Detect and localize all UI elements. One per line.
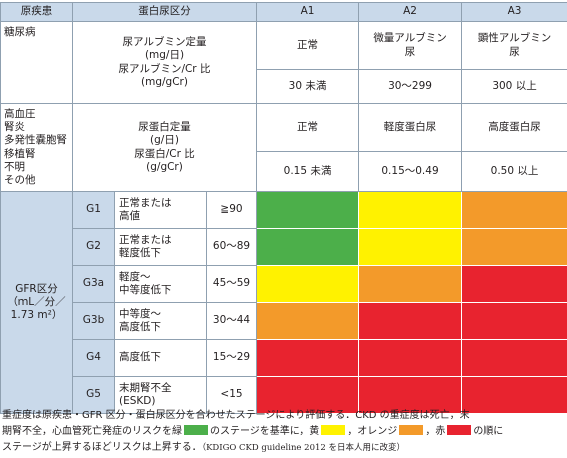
other-unit: 尿蛋白定量 (g/日) 尿蛋白/Cr 比 (g/gCr) bbox=[71, 103, 258, 192]
stage-row-g5: G5 末期腎不全 (ESKD) <15 bbox=[1, 376, 567, 414]
orange-swatch bbox=[399, 425, 424, 435]
stage-range: ≧90 bbox=[205, 191, 258, 229]
risk-cell-g2-a2 bbox=[358, 228, 463, 266]
stage-code: G1 bbox=[72, 191, 115, 229]
risk-cell-g5-a2 bbox=[358, 376, 463, 414]
risk-cell-g2-a3 bbox=[461, 228, 567, 266]
risk-cell-g1-a2 bbox=[358, 191, 463, 229]
risk-cell-g1-a1 bbox=[256, 191, 360, 229]
risk-cell-g3b-a2 bbox=[358, 302, 463, 340]
risk-cell-g3b-a3 bbox=[461, 302, 567, 340]
other-cat-a1: 正常 bbox=[256, 103, 360, 152]
stage-description: 正常または 軽度低下 bbox=[114, 228, 207, 266]
stage-code: G3b bbox=[72, 302, 115, 340]
stage-row-g2: G2 正常または 軽度低下 60〜89 bbox=[1, 228, 567, 266]
header-row: 原疾患 蛋白尿区分 A1 A2 A3 bbox=[0, 2, 567, 22]
risk-cell-g1-a3 bbox=[461, 191, 567, 229]
other-val-a3: 0.50 以上 bbox=[461, 151, 567, 192]
stage-row-g3b: G3b 中等度〜 高度低下 30〜44 bbox=[1, 302, 567, 340]
other-val-a1: 0.15 未満 bbox=[256, 151, 360, 192]
note-line-1: 重症度は原疾患・GFR 区分・蛋白尿区分を合わせたステージにより評価する．CKD… bbox=[2, 410, 470, 421]
risk-cell-g3a-a2 bbox=[358, 265, 463, 303]
stage-range: 45〜59 bbox=[205, 265, 258, 303]
diabetes-cat-a1: 正常 bbox=[256, 21, 360, 70]
stage-row-g3a: G3a 軽度〜 中等度低下 45〜59 bbox=[1, 265, 567, 303]
cause-other: 高血圧 腎炎 多発性嚢胞腎 移植腎 不明 その他 bbox=[0, 103, 73, 192]
note-source: （KDIGO CKD guideline 2012 を日本人用に改変） bbox=[201, 443, 406, 453]
header-a2: A2 bbox=[358, 2, 463, 22]
risk-cell-g3a-a3 bbox=[461, 265, 567, 303]
note-line-2d: ，赤 bbox=[425, 426, 446, 437]
diabetes-cat-a2: 微量アルブミン尿 bbox=[358, 21, 463, 70]
cause-diabetes: 糖尿病 bbox=[0, 21, 73, 104]
gfr-category-label: GFR区分 （ｍL／分／ 1.73 m²） bbox=[0, 191, 73, 414]
other-cat-a2: 軽度蛋白尿 bbox=[358, 103, 463, 152]
stage-code: G5 bbox=[72, 376, 115, 414]
risk-cell-g2-a1 bbox=[256, 228, 360, 266]
header-protein-category: 蛋白尿区分 bbox=[71, 2, 258, 22]
diabetes-category-row: 糖尿病 尿アルブミン定量 (mg/日) 尿アルブミン/Cr 比 (mg/gCr)… bbox=[0, 21, 567, 104]
note-line-2b: のステージを基準に，黄 bbox=[210, 426, 320, 437]
green-swatch bbox=[184, 425, 208, 435]
stage-row-g1: GFR区分 （ｍL／分／ 1.73 m²） G1 正常または 高値 ≧90 bbox=[0, 191, 567, 414]
risk-cell-g4-a2 bbox=[358, 339, 463, 377]
note-line-2c: ，オレンジ bbox=[347, 426, 398, 437]
other-cat-a3: 高度蛋白尿 bbox=[461, 103, 567, 152]
risk-cell-g5-a1 bbox=[256, 376, 360, 414]
diabetes-val-a1: 30 未満 bbox=[256, 69, 360, 104]
stage-description: 高度低下 bbox=[114, 339, 207, 377]
caption-note: 重症度は原疾患・GFR 区分・蛋白尿区分を合わせたステージにより評価する．CKD… bbox=[2, 408, 565, 456]
risk-cell-g5-a3 bbox=[461, 376, 567, 414]
diabetes-val-a3: 300 以上 bbox=[461, 69, 567, 104]
risk-cell-g3b-a1 bbox=[256, 302, 360, 340]
header-a1: A1 bbox=[256, 2, 360, 22]
stage-code: G3a bbox=[72, 265, 115, 303]
yellow-swatch bbox=[321, 425, 346, 435]
stage-range: 15〜29 bbox=[205, 339, 258, 377]
red-swatch bbox=[447, 425, 472, 435]
other-category-row: 高血圧 腎炎 多発性嚢胞腎 移植腎 不明 その他 尿蛋白定量 (g/日) 尿蛋白… bbox=[0, 103, 567, 192]
ckd-risk-table: 原疾患 蛋白尿区分 A1 A2 A3 糖尿病 尿アルブミン定量 (mg/日) 尿… bbox=[0, 2, 567, 414]
stage-row-g4: G4 高度低下 15〜29 bbox=[1, 339, 567, 377]
header-cause: 原疾患 bbox=[0, 2, 73, 22]
stage-range: <15 bbox=[205, 376, 258, 414]
risk-cell-g4-a3 bbox=[461, 339, 567, 377]
stage-range: 30〜44 bbox=[205, 302, 258, 340]
header-a3: A3 bbox=[461, 2, 567, 22]
stage-description: 正常または 高値 bbox=[114, 191, 207, 229]
stage-description: 中等度〜 高度低下 bbox=[114, 302, 207, 340]
stage-range: 60〜89 bbox=[205, 228, 258, 266]
note-line-3a: ステージが上昇するほどリスクは上昇する． bbox=[2, 442, 202, 453]
other-val-a2: 0.15〜0.49 bbox=[358, 151, 463, 192]
stage-code: G4 bbox=[72, 339, 115, 377]
diabetes-val-a2: 30〜299 bbox=[358, 69, 463, 104]
note-line-2a: 期腎不全，心血管死亡発症のリスクを緑 bbox=[2, 426, 182, 437]
stage-description: 末期腎不全 (ESKD) bbox=[114, 376, 207, 414]
diabetes-unit: 尿アルブミン定量 (mg/日) 尿アルブミン/Cr 比 (mg/gCr) bbox=[71, 21, 258, 104]
other-value-row: 0.15 未満 0.15〜0.49 0.50 以上 bbox=[1, 151, 567, 192]
stage-code: G2 bbox=[72, 228, 115, 266]
diabetes-cat-a3: 顕性アルブミン尿 bbox=[461, 21, 567, 70]
risk-cell-g3a-a1 bbox=[256, 265, 360, 303]
stage-description: 軽度〜 中等度低下 bbox=[114, 265, 207, 303]
note-line-2e: の順に bbox=[473, 426, 504, 437]
risk-cell-g4-a1 bbox=[256, 339, 360, 377]
